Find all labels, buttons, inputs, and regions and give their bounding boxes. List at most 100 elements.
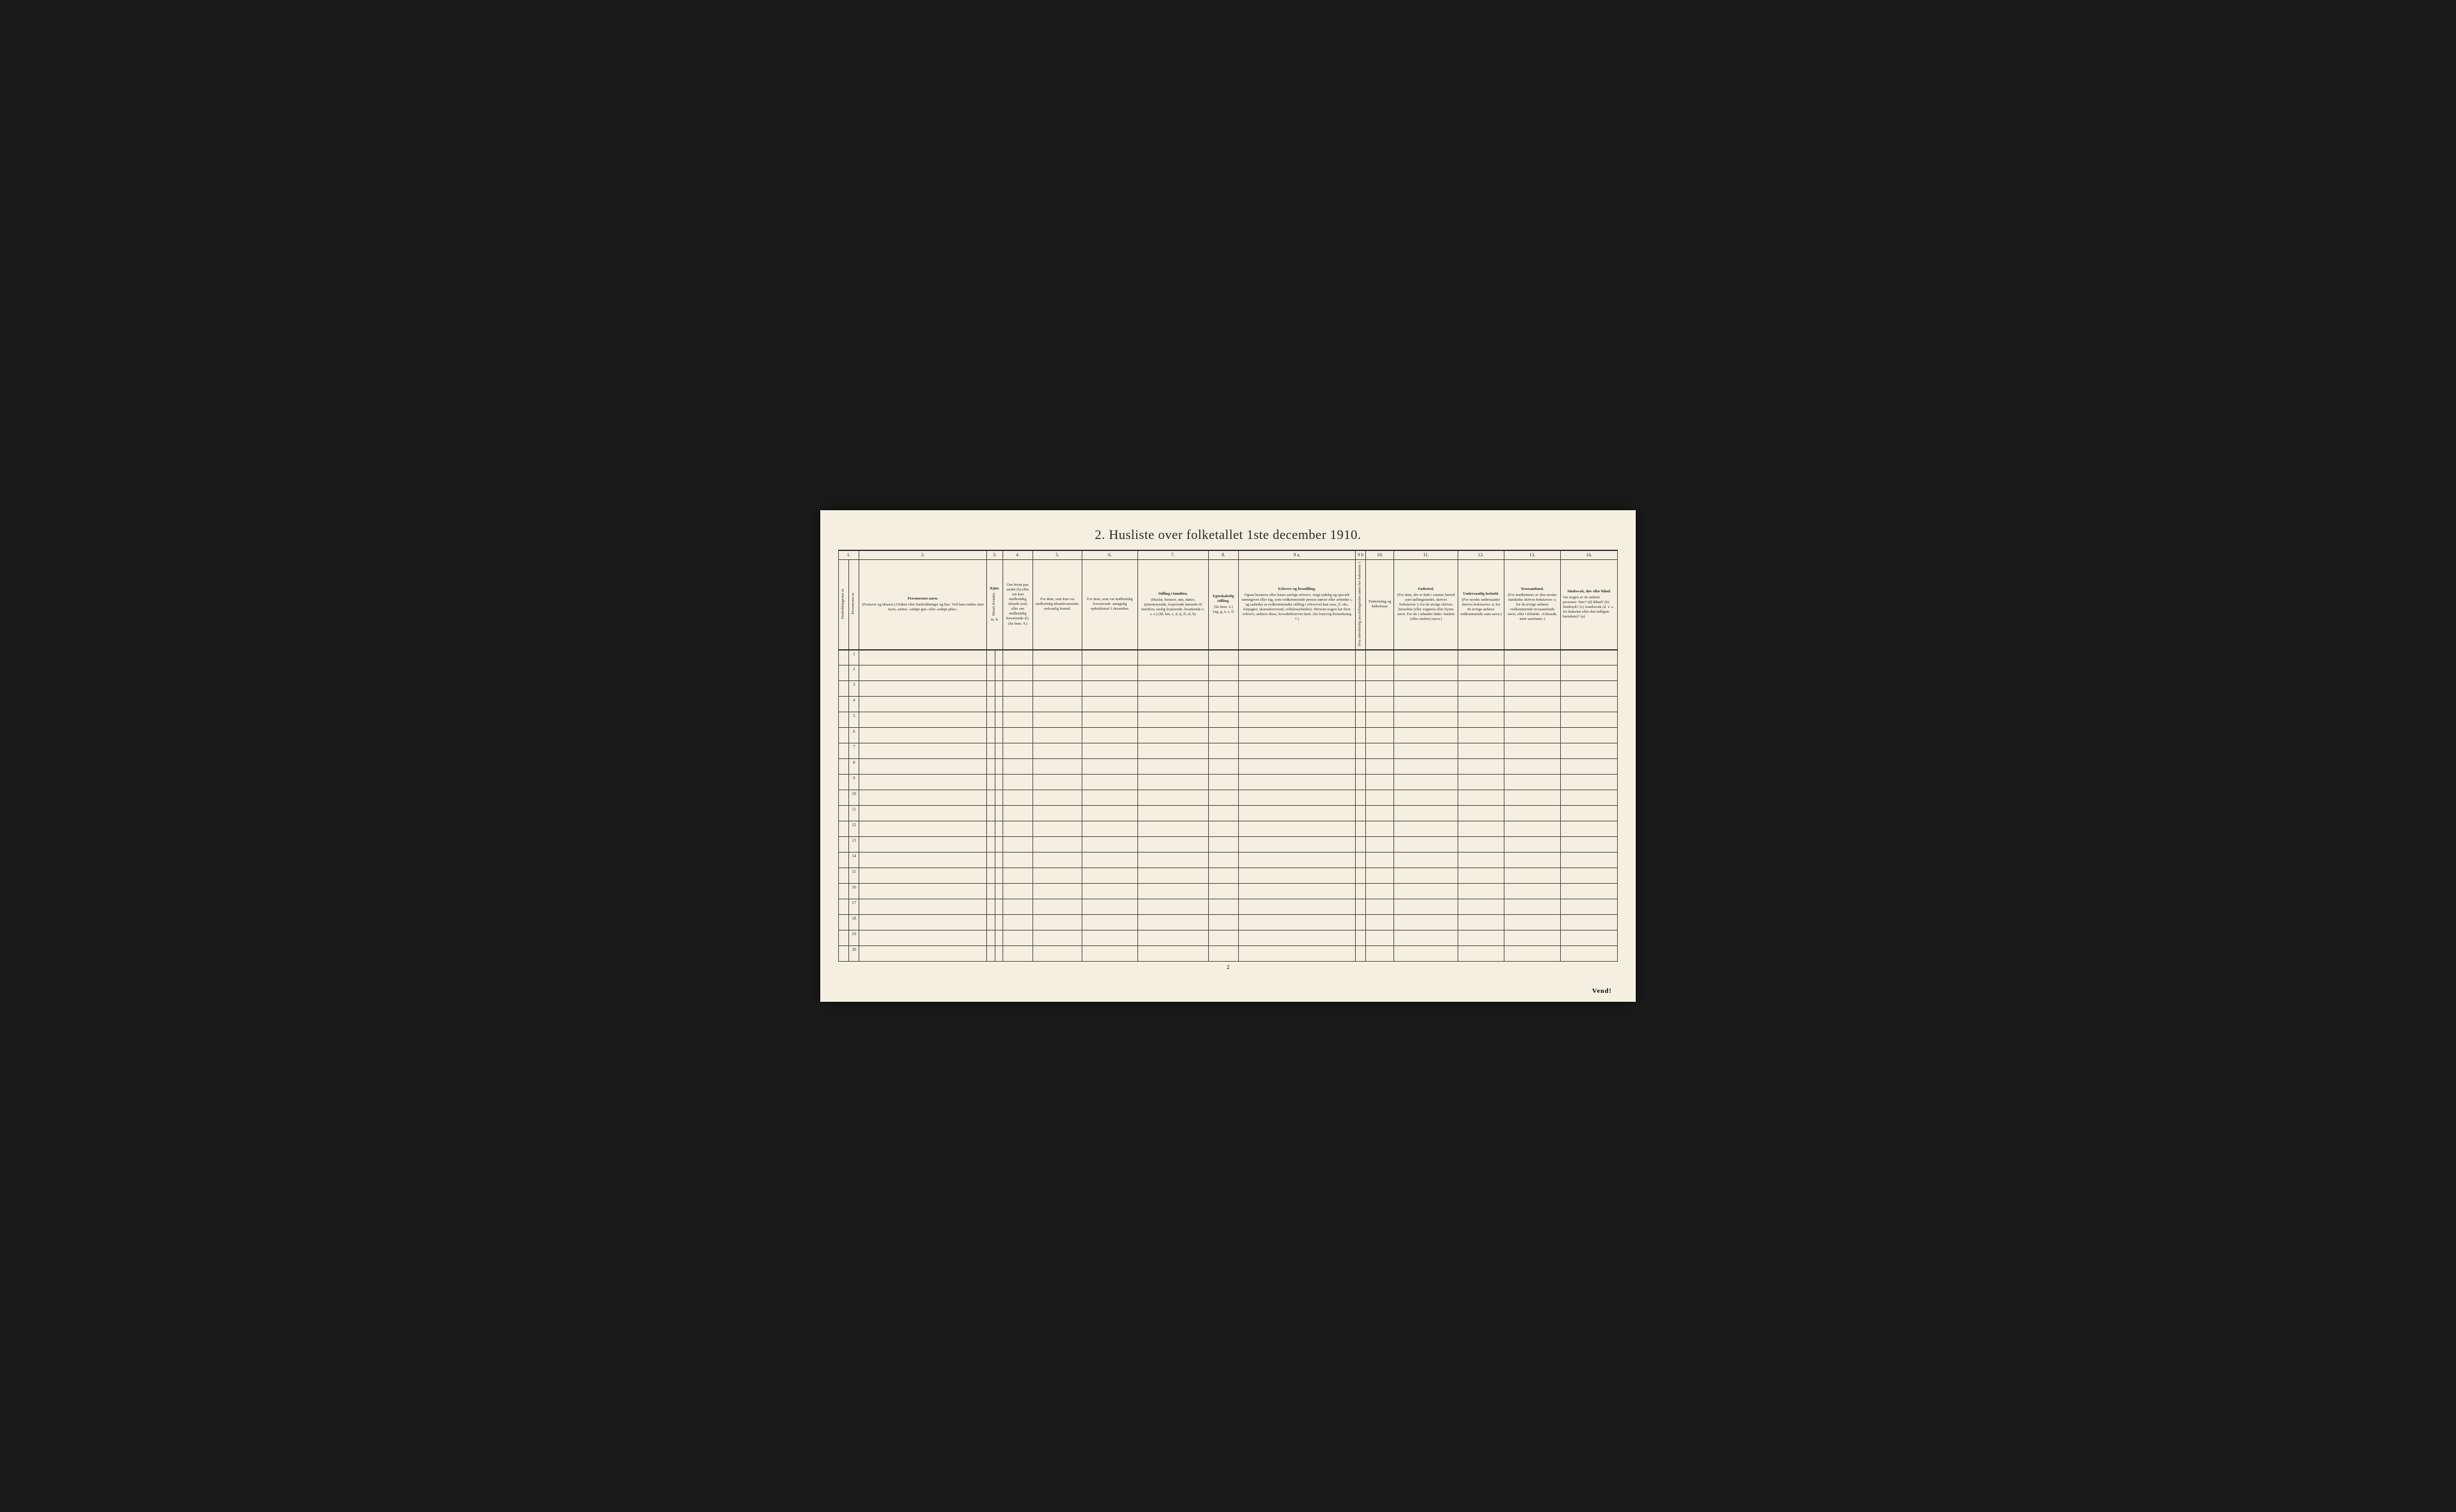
- census-table: 1. 2. 3. 4. 5. 6. 7. 8. 9 a. 9 b 10. 11.…: [838, 550, 1618, 962]
- colnum-9a: 9 a.: [1238, 550, 1355, 559]
- cell: [995, 681, 1003, 697]
- cell: [839, 775, 849, 790]
- row-number: 12: [849, 821, 859, 837]
- table-row: 19: [839, 930, 1618, 946]
- cell: [995, 728, 1003, 743]
- cell: [1238, 681, 1355, 697]
- cell: [1137, 743, 1208, 759]
- cell: [1082, 665, 1137, 681]
- cell: [1504, 759, 1561, 775]
- cell: [1458, 697, 1504, 712]
- data-rows-body: 1234567891011121314151617181920: [839, 650, 1618, 962]
- cell: [859, 728, 987, 743]
- cell: [995, 759, 1003, 775]
- cell: [1366, 697, 1394, 712]
- cell: [1394, 899, 1458, 915]
- colnum-3: 3.: [987, 550, 1003, 559]
- cell: [1561, 946, 1618, 962]
- cell: [1366, 837, 1394, 853]
- cell: [1208, 884, 1238, 899]
- cell: [1394, 775, 1458, 790]
- cell: [1003, 884, 1033, 899]
- table-row: 14: [839, 853, 1618, 868]
- cell: [1504, 884, 1561, 899]
- cell: [1003, 759, 1033, 775]
- cell: [1366, 853, 1394, 868]
- cell: [1394, 697, 1458, 712]
- row-number: 16: [849, 884, 859, 899]
- cell: [1238, 759, 1355, 775]
- cell: [1366, 743, 1394, 759]
- cell: [1504, 930, 1561, 946]
- hdr-nationality: Undersaatlig forhold. (For norske unders…: [1458, 559, 1504, 650]
- cell: [995, 697, 1003, 712]
- cell: [1137, 775, 1208, 790]
- row-number: 8: [849, 759, 859, 775]
- cell: [1137, 884, 1208, 899]
- row-number: 13: [849, 837, 859, 853]
- cell: [1238, 697, 1355, 712]
- cell: [1458, 681, 1504, 697]
- cell: [859, 821, 987, 837]
- cell: [995, 868, 1003, 884]
- cell: [1458, 665, 1504, 681]
- colnum-4: 4.: [1003, 550, 1033, 559]
- table-row: 1: [839, 650, 1618, 665]
- cell: [1033, 946, 1082, 962]
- cell: [1137, 665, 1208, 681]
- column-number-row: 1. 2. 3. 4. 5. 6. 7. 8. 9 a. 9 b 10. 11.…: [839, 550, 1618, 559]
- cell: [995, 743, 1003, 759]
- cell: [987, 775, 995, 790]
- cell: [1033, 868, 1082, 884]
- cell: [1356, 884, 1366, 899]
- cell: [1356, 775, 1366, 790]
- cell: [1504, 743, 1561, 759]
- row-number: 17: [849, 899, 859, 915]
- cell: [995, 650, 1003, 665]
- cell: [1504, 915, 1561, 930]
- cell: [1082, 868, 1137, 884]
- cell: [1003, 946, 1033, 962]
- table-row: 20: [839, 946, 1618, 962]
- cell: [839, 665, 849, 681]
- cell: [1003, 930, 1033, 946]
- cell: [1003, 806, 1033, 821]
- cell: [839, 853, 849, 868]
- hdr-person-nr: Personernes nr.: [849, 559, 859, 650]
- row-number: 1: [849, 650, 859, 665]
- cell: [1458, 790, 1504, 806]
- cell: [1394, 915, 1458, 930]
- cell: [1003, 790, 1033, 806]
- cell: [987, 790, 995, 806]
- cell: [1458, 946, 1504, 962]
- cell: [1458, 806, 1504, 821]
- cell: [859, 899, 987, 915]
- cell: [1033, 759, 1082, 775]
- cell: [1033, 899, 1082, 915]
- cell: [1356, 868, 1366, 884]
- cell: [859, 884, 987, 899]
- cell: [1561, 728, 1618, 743]
- cell: [1366, 899, 1394, 915]
- cell: [1394, 650, 1458, 665]
- cell: [1082, 697, 1137, 712]
- table-row: 5: [839, 712, 1618, 728]
- cell: [859, 790, 987, 806]
- cell: [839, 821, 849, 837]
- cell: [1504, 712, 1561, 728]
- cell: [1394, 728, 1458, 743]
- hdr-religion: Trossamfund. (For medlemmer av den norsk…: [1504, 559, 1561, 650]
- cell: [1356, 759, 1366, 775]
- page-title: 2. Husliste over folketallet 1ste decemb…: [838, 527, 1618, 543]
- cell: [1082, 775, 1137, 790]
- cell: [995, 853, 1003, 868]
- cell: [1394, 853, 1458, 868]
- cell: [839, 930, 849, 946]
- cell: [1366, 650, 1394, 665]
- hdr-name: Personernes navn. (Fornavn og tilnavn.) …: [859, 559, 987, 650]
- table-row: 16: [839, 884, 1618, 899]
- cell: [1238, 743, 1355, 759]
- cell: [859, 650, 987, 665]
- cell: [1208, 946, 1238, 962]
- cell: [1033, 743, 1082, 759]
